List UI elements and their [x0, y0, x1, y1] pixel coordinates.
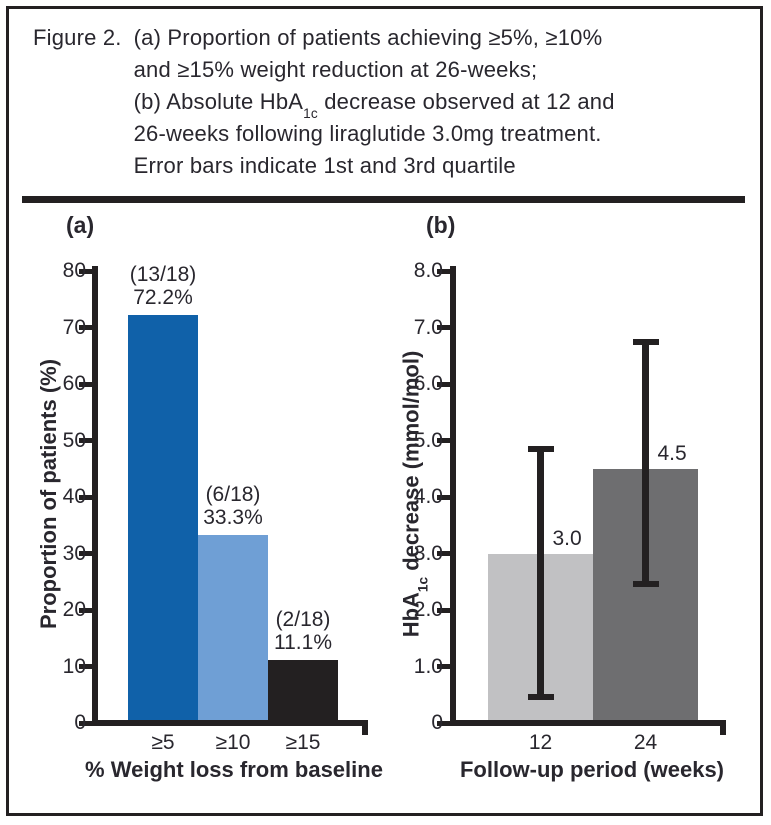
figure-frame	[6, 6, 763, 816]
y-tick	[437, 664, 450, 669]
error-bar-cap-bottom	[527, 694, 554, 701]
y-tick-label: 8.0	[413, 259, 443, 282]
figure-label: Figure 2.	[33, 25, 122, 50]
y-tick-label: 2.0	[413, 598, 443, 621]
y-tick-label: 7.0	[413, 315, 443, 339]
bar-annotation-line: 33.3%	[203, 505, 263, 529]
y-tick	[79, 607, 92, 613]
error-bar-cap-top	[632, 338, 659, 345]
error-bar-cap-bottom	[632, 581, 659, 588]
chart-a-x-axis-title: % Weight loss from baseline	[85, 757, 383, 782]
y-tick-label: 40	[62, 485, 86, 508]
y-tick-label: 1.0	[413, 654, 443, 678]
y-tick	[79, 268, 92, 274]
figure-caption-text: (a) Proportion of patients achieving ≥5%…	[134, 22, 615, 182]
title-divider	[22, 196, 745, 203]
y-tick-label: 10	[62, 654, 86, 678]
y-tick	[437, 551, 450, 556]
bar-value-label: 3.0	[552, 526, 582, 550]
caption-line-4: 26-weeks following liraglutide 3.0mg tre…	[134, 118, 615, 150]
x-tick-label: ≥10	[215, 731, 251, 754]
y-tick-label: 0	[74, 711, 86, 734]
chart-b-x-axis-title: Follow-up period (weeks)	[459, 757, 725, 782]
y-tick-label: 70	[62, 315, 86, 339]
y-tick-label: 50	[62, 428, 86, 452]
y-tick	[437, 720, 450, 726]
bar-annotation-line: (2/18)	[275, 608, 331, 632]
bar	[268, 660, 338, 720]
caption-line-5: Error bars indicate 1st and 3rd quartile	[134, 150, 615, 182]
y-tick-label: 4.0	[413, 485, 443, 508]
caption-line-5-pre: Error bars indicate 1st and 3rd quartile	[133, 153, 516, 178]
caption-line-1: (a) Proportion of patients achieving ≥5%…	[134, 22, 615, 54]
caption-line-2: and ≥15% weight reduction at 26-weeks;	[134, 54, 615, 86]
y-tick	[79, 664, 92, 669]
caption-line-3-sub: 1c	[303, 106, 318, 122]
y-tick	[437, 268, 450, 274]
bar-annotation: (13/18) 72.2%	[103, 263, 223, 309]
y-tick-label: 30	[62, 541, 86, 565]
bar-value-label: 4.5	[657, 441, 687, 465]
panel-b-label: (b)	[426, 212, 456, 238]
error-bar-cap-top	[527, 446, 554, 453]
error-bar-line	[642, 338, 649, 588]
bar-annotation-line: 72.2%	[133, 286, 193, 310]
bar-annotation: (6/18) 33.3%	[173, 483, 293, 529]
y-tick-label: 20	[62, 598, 86, 621]
y-tick	[79, 551, 92, 556]
caption-line-3-pre: (b) Absolute HbA	[133, 89, 304, 114]
caption-line-3-post: decrease observed at 12 and	[317, 89, 615, 114]
y-tick-label: 6.0	[413, 372, 443, 395]
y-tick	[79, 438, 92, 443]
figure-caption: Figure 2. (a) Proportion of patients ach…	[33, 22, 615, 182]
y-axis-line	[450, 266, 456, 726]
panel-a-label: (a)	[66, 212, 95, 238]
bar-annotation-line: (6/18)	[205, 482, 261, 506]
x-tick-label: ≥15	[285, 731, 321, 754]
y-tick-label: 3.0	[413, 541, 443, 565]
y-tick-label: 60	[62, 372, 86, 395]
caption-line-1-pre: (a) Proportion of patients achieving ≥5%…	[133, 25, 603, 50]
bar	[198, 534, 268, 720]
y-tick	[437, 494, 450, 500]
x-tick-label: 12	[528, 731, 553, 754]
y-tick-label: 80	[62, 259, 86, 282]
y-tick-label: 0	[431, 711, 443, 734]
y-tick	[437, 438, 450, 443]
bar-annotation-line: (13/18)	[129, 263, 197, 287]
bar-annotation-line: 11.1%	[274, 631, 332, 655]
y-tick	[79, 325, 92, 330]
y-tick	[79, 381, 92, 387]
caption-line-2-pre: and ≥15% weight reduction at 26-weeks;	[133, 57, 538, 82]
x-axis-end-tick	[362, 720, 368, 735]
y-tick	[79, 720, 92, 726]
y-tick-label: 5.0	[413, 428, 443, 452]
y-tick	[437, 325, 450, 330]
x-axis-line	[450, 720, 726, 726]
y-tick	[437, 381, 450, 387]
y-axis-line	[92, 266, 98, 726]
bar-annotation: (2/18) 11.1%	[243, 608, 363, 654]
caption-line-3: (b) Absolute HbA1c decrease observed at …	[133, 86, 615, 122]
bar	[128, 315, 198, 720]
y-tick	[437, 607, 450, 613]
caption-line-4-pre: 26-weeks following liraglutide 3.0mg tre…	[133, 121, 602, 146]
y-tick	[79, 494, 92, 500]
error-bar-line	[537, 446, 544, 701]
x-tick-label: ≥5	[151, 731, 175, 754]
x-axis-end-tick	[720, 720, 726, 735]
x-axis-line	[92, 720, 368, 726]
x-tick-label: 24	[633, 731, 658, 754]
